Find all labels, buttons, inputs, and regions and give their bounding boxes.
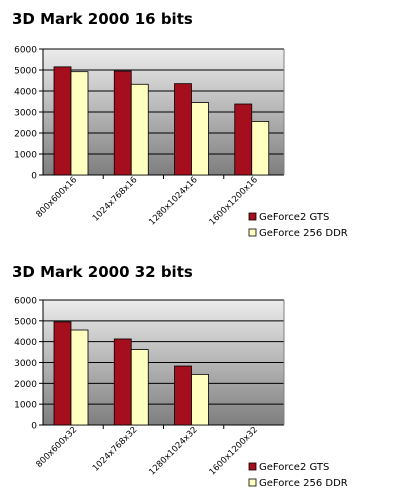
legend-label: GeForce2 GTS [259, 462, 329, 473]
chart-32bit-svg: 0 1000 2000 3000 4000 5000 6000 800x600x32 1024x… [14, 297, 348, 490]
chart-title: 3D Mark 2000 16 bits [12, 10, 193, 28]
bar [191, 373, 209, 426]
legend-label: GeForce2 GTS [259, 212, 329, 223]
legend-swatch [248, 478, 257, 487]
chart-16bit-svg: 0 1000 2000 3000 4000 5000 6000 800x600x16 1024x… [14, 46, 348, 240]
bar [70, 71, 89, 176]
y-tick-label: 6000 [14, 46, 37, 56]
legend-swatch [248, 462, 257, 471]
bar [53, 66, 72, 176]
y-tick-label: 3000 [14, 109, 37, 119]
bar [53, 321, 72, 426]
chart-16bit: 0 1000 2000 3000 4000 5000 6000 800x600x16 1024x… [12, 10, 348, 240]
bar [191, 102, 209, 176]
y-tick-label: 1000 [14, 401, 37, 411]
y-tick-label: 2000 [14, 380, 37, 390]
y-tick-label: 5000 [14, 67, 37, 77]
bar [70, 329, 89, 426]
y-tick-label: 3000 [14, 359, 37, 369]
bar [174, 83, 192, 176]
y-tick-label: 2000 [14, 130, 37, 140]
legend-swatch [248, 212, 257, 221]
y-tick-label: 4000 [14, 88, 37, 98]
y-tick-label: 0 [31, 172, 37, 182]
y-tick-label: 1000 [14, 151, 37, 161]
y-tick-label: 4000 [14, 338, 37, 348]
bar [113, 70, 132, 176]
bar [174, 365, 192, 426]
x-tick-label: 1280x1024x16 [147, 175, 199, 227]
bar [130, 83, 149, 176]
x-tick-label: 800x600x16 [34, 175, 79, 220]
legend-label: GeForce 256 DDR [259, 478, 348, 489]
chart-title: 3D Mark 2000 32 bits [12, 263, 193, 281]
legend-swatch [248, 228, 257, 237]
x-tick-label: 1024x768x32 [91, 425, 140, 474]
x-tick-label: 1024x768x16 [91, 175, 140, 224]
y-tick-label: 0 [31, 422, 37, 432]
bar [251, 121, 270, 176]
legend-label: GeForce 256 DDR [259, 228, 348, 239]
bar [113, 338, 132, 426]
chart-32bit: 0 1000 2000 3000 4000 5000 6000 800x600x32 1024x… [0, 262, 400, 498]
x-tick-label: 800x600x32 [34, 425, 79, 470]
y-tick-label: 6000 [14, 297, 37, 307]
x-tick-label: 1280x1024x32 [147, 425, 199, 477]
bar [234, 103, 253, 176]
y-tick-label: 5000 [14, 317, 37, 327]
bar [130, 349, 149, 426]
